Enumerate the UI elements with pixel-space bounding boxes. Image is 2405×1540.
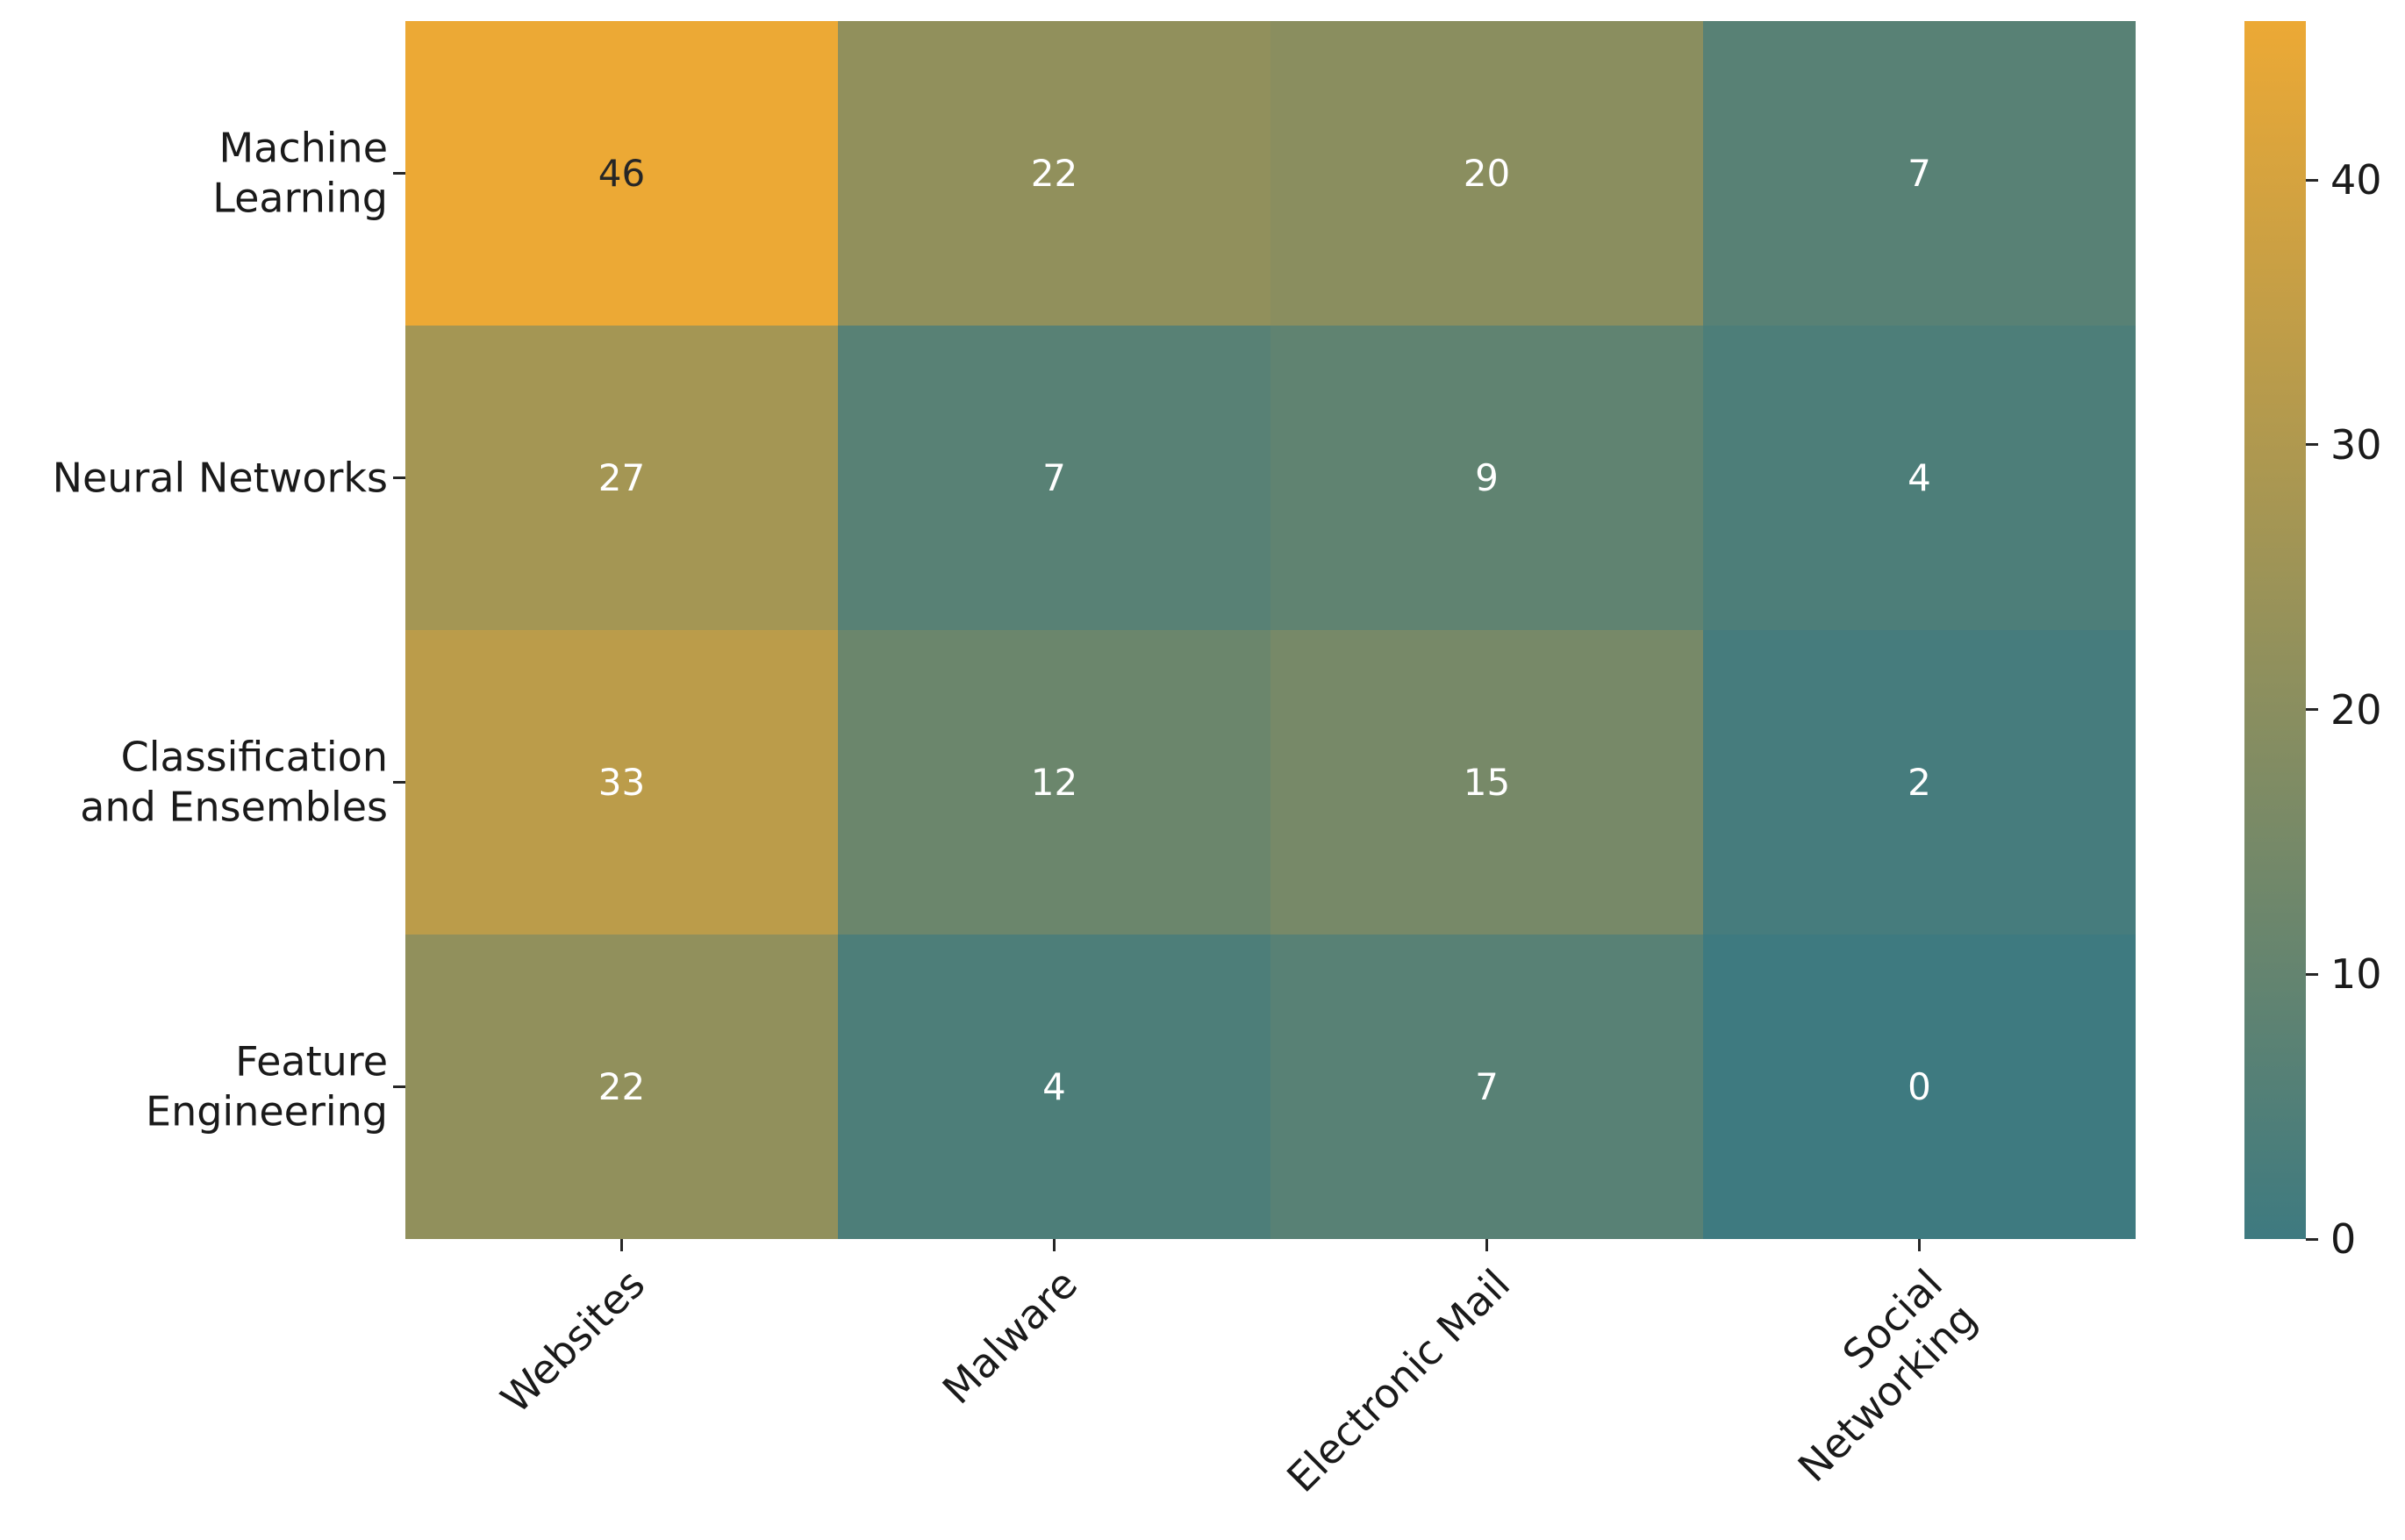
- heatmap-cell: 27: [405, 326, 838, 630]
- y-tick-mark: [393, 1085, 405, 1088]
- heatmap-cell: 22: [405, 935, 838, 1239]
- heatmap-cell: 2: [1703, 630, 2136, 935]
- x-tick-mark: [620, 1239, 623, 1251]
- cell-value: 4: [1908, 455, 1931, 499]
- cell-value: 46: [598, 151, 646, 195]
- x-tick-label: Social Networking: [1788, 1260, 1986, 1492]
- cell-value: 7: [1908, 151, 1931, 195]
- colorbar-tick-mark: [2306, 178, 2318, 182]
- colorbar-tick-mark: [2306, 443, 2318, 447]
- x-tick-mark: [1485, 1239, 1488, 1251]
- y-tick-mark: [393, 476, 405, 479]
- colorbar-tick-label: 20: [2330, 685, 2382, 734]
- heatmap-cell: 46: [405, 21, 838, 326]
- cell-value: 20: [1463, 151, 1511, 195]
- y-tick-label: Classification and Ensembles: [80, 733, 388, 831]
- heatmap-cell: 22: [838, 21, 1270, 326]
- heatmap-cell: 7: [1703, 21, 2136, 326]
- colorbar-tick-label: 30: [2330, 420, 2382, 469]
- y-tick-label: Feature Engineering: [146, 1037, 388, 1135]
- x-tick-label: Electronic Mail: [1277, 1260, 1519, 1501]
- colorbar-tick-label: 40: [2330, 156, 2382, 204]
- x-tick-mark: [1918, 1239, 1921, 1251]
- heatmap-cell: 7: [1270, 935, 1703, 1239]
- cell-value: 7: [1475, 1064, 1499, 1108]
- cell-value: 22: [598, 1064, 646, 1108]
- heatmap-cell: 20: [1270, 21, 1703, 326]
- cell-value: 12: [1030, 760, 1078, 804]
- heatmap-cell: 33: [405, 630, 838, 935]
- heatmap-cell: 7: [838, 326, 1270, 630]
- cell-value: 27: [598, 455, 646, 499]
- colorbar-tick-mark: [2306, 1237, 2318, 1241]
- cell-value: 0: [1908, 1064, 1931, 1108]
- cell-value: 4: [1042, 1064, 1066, 1108]
- colorbar: [2244, 21, 2306, 1239]
- x-tick-label: Websites: [490, 1260, 654, 1422]
- heatmap-cell: 4: [1703, 326, 2136, 630]
- y-tick-label: Neural Networks: [52, 453, 388, 501]
- heatmap-cell: 0: [1703, 935, 2136, 1239]
- y-tick-label: Machine Learning: [212, 124, 388, 222]
- heatmap-cell: 9: [1270, 326, 1703, 630]
- cell-value: 15: [1463, 760, 1511, 804]
- heatmap-cell: 12: [838, 630, 1270, 935]
- cell-value: 22: [1030, 151, 1078, 195]
- colorbar-tick-label: 10: [2330, 950, 2382, 999]
- colorbar-tick-mark: [2306, 708, 2318, 712]
- heatmap-cell: 15: [1270, 630, 1703, 935]
- colorbar-tick-label: 0: [2330, 1215, 2357, 1263]
- x-tick-mark: [1053, 1239, 1056, 1251]
- heatmap-grid: 46 22 20 7 27 7 9 4 33 12 15 2 22 4 7 0: [405, 21, 2136, 1239]
- x-tick-label: Malware: [933, 1260, 1086, 1414]
- cell-value: 9: [1475, 455, 1499, 499]
- cell-value: 33: [598, 760, 646, 804]
- y-tick-mark: [393, 781, 405, 784]
- cell-value: 7: [1042, 455, 1066, 499]
- colorbar-tick-mark: [2306, 972, 2318, 976]
- cell-value: 2: [1908, 760, 1931, 804]
- heatmap-cell: 4: [838, 935, 1270, 1239]
- y-tick-mark: [393, 172, 405, 175]
